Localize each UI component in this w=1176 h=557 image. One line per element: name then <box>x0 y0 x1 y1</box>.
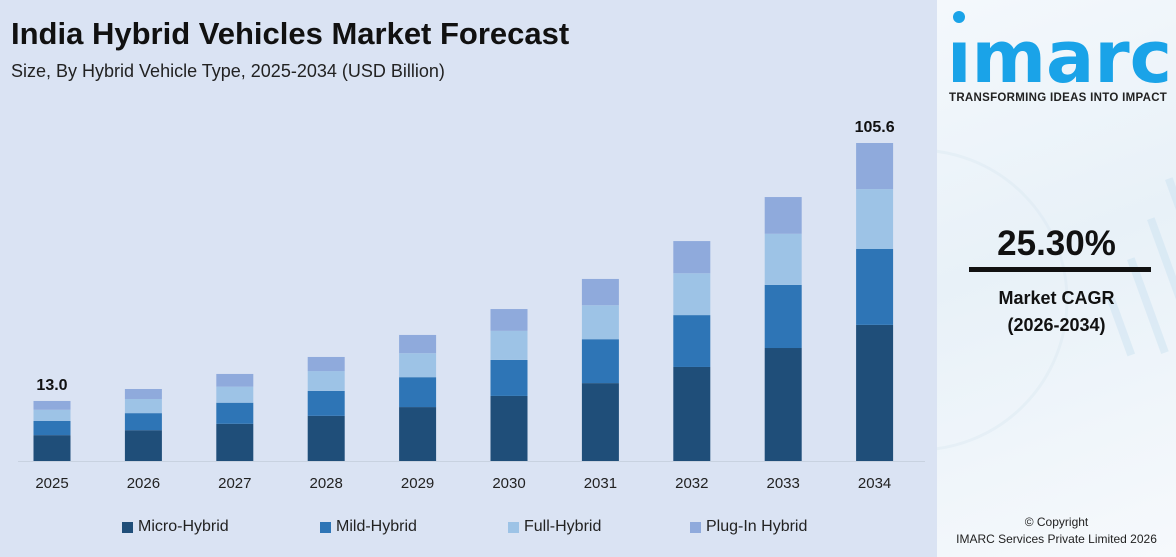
chart-panel: India Hybrid Vehicles Market Forecast Si… <box>0 16 937 540</box>
bar-segment-plug-in-hybrid-2025 <box>33 400 71 410</box>
chart-subtitle: Size, By Hybrid Vehicle Type, 2025-2034 … <box>11 61 445 81</box>
legend-swatch <box>122 521 133 533</box>
bar-segment-mild-hybrid-2028 <box>307 390 345 416</box>
bar-segment-mild-hybrid-2026 <box>124 413 162 431</box>
bar-segment-micro-hybrid-2029 <box>399 407 437 461</box>
bar-segment-mild-hybrid-2033 <box>764 284 802 349</box>
legend-label: Micro-Hybrid <box>138 518 229 535</box>
legend-item-full-hybrid: Full-Hybrid <box>508 518 601 536</box>
legend-swatch <box>690 521 701 533</box>
legend: Micro-Hybrid Mild-Hybrid Full-Hybrid Plug-I… <box>0 518 937 540</box>
bar-segment-micro-hybrid-2031 <box>581 383 619 461</box>
legend-label: Full-Hybrid <box>524 518 602 535</box>
bar-segment-full-hybrid-2030 <box>490 330 528 360</box>
bar-segment-plug-in-hybrid-2027 <box>216 373 254 387</box>
bar-segment-plug-in-hybrid-2031 <box>581 278 619 306</box>
sidebar: ımarc TRANSFORMING IDEAS INTO IMPACT 25.… <box>937 0 1176 557</box>
cagr-label-text: Market CAGR <box>998 288 1115 308</box>
x-tick-label: 2034 <box>858 475 891 492</box>
legend-swatch <box>320 521 331 533</box>
bar-segment-mild-hybrid-2027 <box>216 402 254 424</box>
bar-segment-micro-hybrid-2028 <box>307 415 345 461</box>
copyright: © Copyright IMARC Services Private Limit… <box>937 514 1176 548</box>
bar-segment-plug-in-hybrid-2034 <box>856 142 894 190</box>
x-tick-label: 2030 <box>492 475 525 492</box>
background-graphic <box>937 149 1176 451</box>
bar-segment-mild-hybrid-2031 <box>581 339 619 384</box>
chart-title: India Hybrid Vehicles Market Forecast <box>11 16 570 51</box>
bar-segment-full-hybrid-2025 <box>33 409 71 421</box>
bar-segment-mild-hybrid-2034 <box>856 248 894 325</box>
bar-segment-mild-hybrid-2029 <box>399 377 437 408</box>
x-tick-label: 2028 <box>310 475 343 492</box>
bar-segment-micro-hybrid-2032 <box>673 366 711 461</box>
bar-segment-micro-hybrid-2033 <box>764 348 802 461</box>
legend-swatch <box>508 521 519 533</box>
bar-segment-full-hybrid-2032 <box>673 273 711 316</box>
legend-label: Plug-In Hybrid <box>706 518 808 535</box>
x-tick-label: 2026 <box>127 475 160 492</box>
legend-label: Mild-Hybrid <box>336 518 417 535</box>
x-tick-label: 2033 <box>767 475 800 492</box>
bar-segment-mild-hybrid-2025 <box>33 420 71 436</box>
copyright-company: IMARC Services Private Limited 2026 <box>956 532 1157 546</box>
bar-segment-plug-in-hybrid-2032 <box>673 241 711 274</box>
x-tick-label: 2032 <box>675 475 708 492</box>
copyright-line: © Copyright <box>1024 515 1089 529</box>
bar-segment-plug-in-hybrid-2026 <box>124 389 162 399</box>
bar-segment-micro-hybrid-2026 <box>124 430 162 461</box>
bar-segment-micro-hybrid-2030 <box>490 395 528 461</box>
bar-segment-plug-in-hybrid-2029 <box>399 334 437 354</box>
cagr-value: 25.30% <box>997 224 1116 263</box>
bar-segment-mild-hybrid-2032 <box>673 315 711 367</box>
divider <box>969 267 1151 272</box>
bar-segment-plug-in-hybrid-2030 <box>490 309 528 331</box>
imarc-logo: ımarc <box>947 11 1172 86</box>
bar-segment-full-hybrid-2028 <box>307 371 345 391</box>
x-tick-label: 2029 <box>401 475 434 492</box>
stacked-bar-chart: 2025 13.0 2026 2027 2028 2029 2030 2031 2032 2033… <box>18 119 925 492</box>
data-label-2034: 105.6 <box>855 119 895 136</box>
bar-segment-full-hybrid-2029 <box>399 353 437 378</box>
x-tick-label: 2027 <box>218 475 251 492</box>
bar-segment-full-hybrid-2026 <box>124 398 162 414</box>
bar-segment-full-hybrid-2034 <box>856 189 894 249</box>
legend-item-plug-in-hybrid: Plug-In Hybrid <box>690 518 807 536</box>
bar-segment-full-hybrid-2031 <box>581 305 619 340</box>
bar-segment-full-hybrid-2027 <box>216 386 254 403</box>
bar-segment-plug-in-hybrid-2028 <box>307 356 345 372</box>
bar-segment-mild-hybrid-2030 <box>490 359 528 396</box>
x-tick-label: 2031 <box>584 475 617 492</box>
x-tick-label: 2025 <box>35 475 68 492</box>
cagr-period: (2026-2034) <box>1007 315 1106 335</box>
tagline: TRANSFORMING IDEAS INTO IMPACT <box>949 92 1168 104</box>
legend-item-micro-hybrid: Micro-Hybrid <box>122 518 229 536</box>
bar-segment-full-hybrid-2033 <box>764 233 802 285</box>
bar-segment-micro-hybrid-2034 <box>856 324 894 461</box>
bar-segment-plug-in-hybrid-2033 <box>764 197 802 234</box>
bar-segment-micro-hybrid-2025 <box>33 435 71 461</box>
svg-text:ımarc: ımarc <box>947 15 1172 86</box>
legend-item-mild-hybrid: Mild-Hybrid <box>320 518 417 536</box>
bar-segment-micro-hybrid-2027 <box>216 423 254 461</box>
data-label-2025: 13.0 <box>36 377 67 394</box>
cagr-label: Market CAGR (2026-2034) <box>937 285 1176 339</box>
